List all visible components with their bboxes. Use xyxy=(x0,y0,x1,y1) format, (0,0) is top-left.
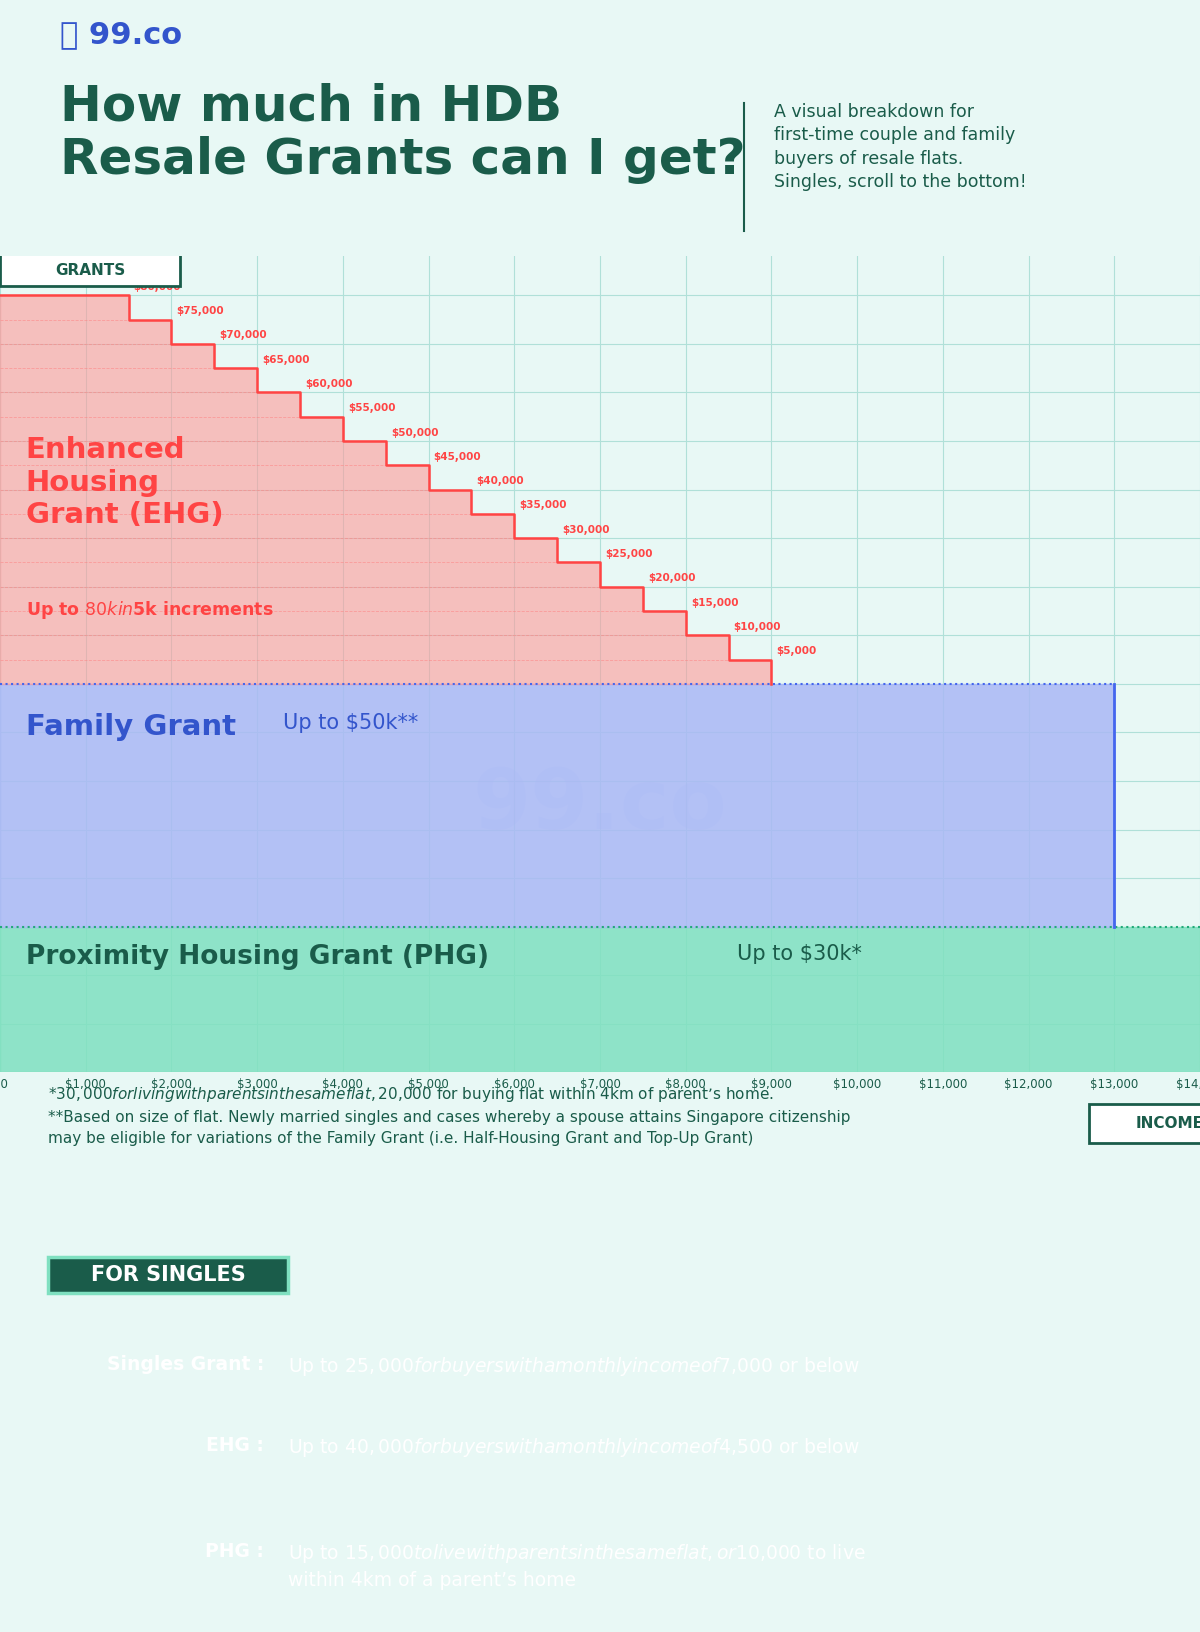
FancyBboxPatch shape xyxy=(1088,1103,1200,1142)
Text: $35,000: $35,000 xyxy=(520,501,566,511)
FancyBboxPatch shape xyxy=(48,1257,288,1293)
Text: $10,000: $10,000 xyxy=(733,622,781,632)
Text: A visual breakdown for
first-time couple and family
buyers of resale flats.
Sing: A visual breakdown for first-time couple… xyxy=(774,103,1027,191)
Text: Up to $15,000 to live with parents in the same flat, or $10,000 to live
within 4: Up to $15,000 to live with parents in th… xyxy=(288,1542,865,1590)
Text: $20,000: $20,000 xyxy=(648,573,696,583)
Text: 99.co: 99.co xyxy=(473,765,727,845)
Text: GRANTS: GRANTS xyxy=(55,263,125,277)
Text: $50,000: $50,000 xyxy=(391,428,438,437)
Text: $45,000: $45,000 xyxy=(433,452,481,462)
Text: Up to $40,000 for buyers with a monthly income of $4,500 or below: Up to $40,000 for buyers with a monthly … xyxy=(288,1436,860,1459)
Text: $30,000: $30,000 xyxy=(563,526,610,535)
Text: $55,000: $55,000 xyxy=(348,403,396,413)
Text: $80,000: $80,000 xyxy=(133,282,181,292)
Text: Family Grant: Family Grant xyxy=(25,713,235,741)
Text: *$30,000 for living with parents in the same flat, $20,000 for buying flat withi: *$30,000 for living with parents in the … xyxy=(48,1085,851,1146)
Text: FOR SINGLES: FOR SINGLES xyxy=(91,1265,245,1284)
Text: ⦿ 99.co: ⦿ 99.co xyxy=(60,21,182,49)
Text: $25,000: $25,000 xyxy=(605,548,653,560)
Text: Up to $30k*: Up to $30k* xyxy=(737,943,862,965)
Text: Up to $50k**: Up to $50k** xyxy=(283,713,418,733)
Text: $75,000: $75,000 xyxy=(176,307,224,317)
Polygon shape xyxy=(0,295,772,684)
Text: $70,000: $70,000 xyxy=(220,331,268,341)
Text: How much in HDB
Resale Grants can I get?: How much in HDB Resale Grants can I get? xyxy=(60,82,745,184)
Text: EHG :: EHG : xyxy=(206,1436,264,1456)
Text: Proximity Housing Grant (PHG): Proximity Housing Grant (PHG) xyxy=(25,943,488,969)
FancyBboxPatch shape xyxy=(0,255,180,286)
Text: $65,000: $65,000 xyxy=(263,354,310,366)
Text: $15,000: $15,000 xyxy=(691,597,738,607)
Text: $5,000: $5,000 xyxy=(776,646,817,656)
Text: INCOME: INCOME xyxy=(1136,1116,1200,1131)
Text: PHG :: PHG : xyxy=(205,1542,264,1562)
Text: Up to $80k in $5k increments: Up to $80k in $5k increments xyxy=(25,599,274,620)
Text: Singles Grant :: Singles Grant : xyxy=(107,1355,264,1374)
Text: Up to $25,000 for buyers with a monthly income of $7,000 or below: Up to $25,000 for buyers with a monthly … xyxy=(288,1355,860,1377)
Text: $60,000: $60,000 xyxy=(305,379,353,388)
Text: Enhanced
Housing
Grant (EHG): Enhanced Housing Grant (EHG) xyxy=(25,436,223,529)
Text: $40,000: $40,000 xyxy=(476,477,524,486)
